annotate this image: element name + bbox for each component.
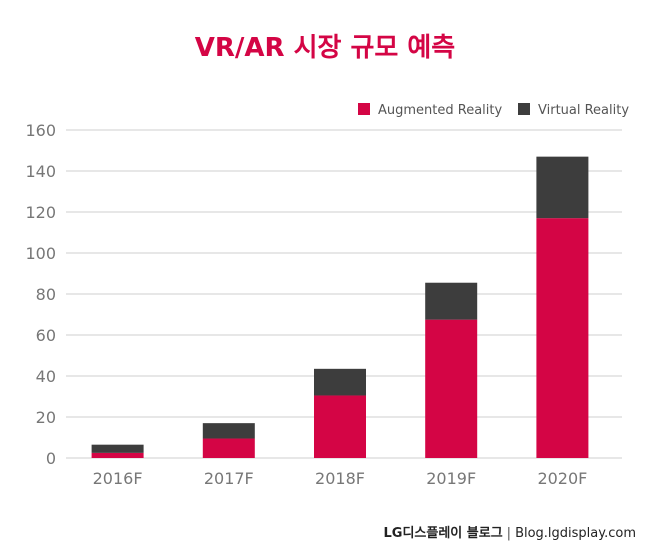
y-tick-label: 100 <box>25 244 56 263</box>
bar-ar-2019F <box>425 319 478 458</box>
bar-ar-2017F <box>202 438 255 458</box>
y-tick-label: 120 <box>25 203 56 222</box>
bar-vr-2019F <box>425 282 478 320</box>
footer: LG디스플레이 블로그 | Blog.lgdisplay.com <box>384 522 637 541</box>
y-tick-label: 20 <box>36 408 56 427</box>
legend: Augmented Reality Virtual Reality <box>358 103 629 118</box>
x-axis: 2016F 2017F 2018F 2019F 2020F <box>93 469 588 488</box>
y-tick-label: 60 <box>36 326 56 345</box>
y-tick-label: 80 <box>36 285 56 304</box>
legend-swatch-vr <box>518 103 530 115</box>
x-tick-label: 2016F <box>93 469 143 488</box>
footer-separator: | <box>506 526 512 541</box>
y-tick-label: 0 <box>46 449 56 468</box>
bar-ar-2018F <box>314 395 366 458</box>
y-tick-label: 160 <box>25 121 56 140</box>
y-tick-label: 140 <box>25 162 56 181</box>
bar-ar-2020F <box>536 218 589 458</box>
x-tick-label: 2020F <box>537 469 587 488</box>
footer-site: Blog.lgdisplay.com <box>515 526 636 541</box>
legend-swatch-ar <box>358 103 370 115</box>
bar-vr-2017F <box>202 423 255 439</box>
y-tick-label: 40 <box>36 367 56 386</box>
x-tick-label: 2018F <box>315 469 365 488</box>
bar-ar-2016F <box>91 452 144 458</box>
chart-title: VR/AR 시장 규모 예측 <box>195 33 455 63</box>
x-tick-label: 2019F <box>426 469 476 488</box>
bar-vr-2020F <box>536 156 589 219</box>
x-tick-label: 2017F <box>204 469 254 488</box>
y-axis: 0 20 40 60 80 100 120 140 160 <box>25 121 56 468</box>
legend-label-vr: Virtual Reality <box>538 103 629 118</box>
bars <box>91 156 589 458</box>
grid-lines <box>66 129 622 459</box>
bar-vr-2016F <box>91 444 144 453</box>
legend-label-ar: Augmented Reality <box>378 103 502 118</box>
bar-vr-2018F <box>314 368 366 396</box>
footer-brand: LG디스플레이 블로그 <box>383 526 503 541</box>
